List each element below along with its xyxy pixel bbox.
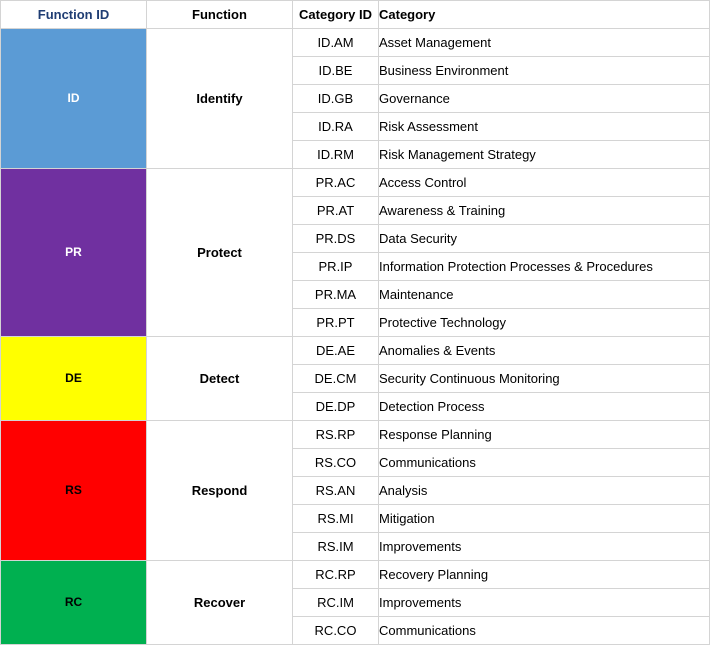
function-name-cell: Detect bbox=[146, 336, 293, 421]
category-name-cell: Protective Technology bbox=[378, 308, 710, 337]
category-name-cell: Data Security bbox=[378, 224, 710, 253]
category-name-cell: Response Planning bbox=[378, 420, 710, 449]
category-id-cell: ID.RM bbox=[292, 140, 379, 169]
category-name-cell: Improvements bbox=[378, 588, 710, 617]
category-name-cell: Mitigation bbox=[378, 504, 710, 533]
table-row: ID.GB Governance bbox=[1, 84, 710, 113]
category-id-cell: PR.DS bbox=[292, 224, 379, 253]
table-row: RS Respond RS.RP Response Planning bbox=[0, 420, 710, 561]
category-name-cell: Risk Management Strategy bbox=[378, 140, 710, 169]
category-id-cell: PR.MA bbox=[292, 280, 379, 309]
table-row: RS.IM Improvements bbox=[1, 532, 710, 561]
header-function-id: Function ID bbox=[0, 0, 147, 29]
category-name-cell: Information Protection Processes & Proce… bbox=[378, 252, 710, 281]
category-name-cell: Asset Management bbox=[378, 28, 710, 57]
table-row: RS.MI Mitigation bbox=[1, 504, 710, 533]
category-id-cell: DE.DP bbox=[292, 392, 379, 421]
category-id-cell: RS.AN bbox=[292, 476, 379, 505]
function-id-cell: PR bbox=[0, 168, 147, 337]
category-name-cell: Analysis bbox=[378, 476, 710, 505]
table-row: RS.AN Analysis bbox=[1, 476, 710, 505]
category-name-cell: Maintenance bbox=[378, 280, 710, 309]
category-id-cell: PR.PT bbox=[292, 308, 379, 337]
category-name-cell: Detection Process bbox=[378, 392, 710, 421]
category-name-cell: Security Continuous Monitoring bbox=[378, 364, 710, 393]
function-id-cell: ID bbox=[0, 28, 147, 169]
category-id-cell: RC.RP bbox=[292, 560, 379, 589]
category-name-cell: Awareness & Training bbox=[378, 196, 710, 225]
category-id-cell: DE.AE bbox=[292, 336, 379, 365]
table-body: ID Identify ID.AM Asset Management ID.BE Busi… bbox=[0, 28, 710, 645]
category-id-cell: PR.AT bbox=[292, 196, 379, 225]
function-name-cell: Respond bbox=[146, 420, 293, 561]
table-row: DE.CM Security Continuous Monitoring bbox=[1, 364, 710, 393]
category-name-cell: Business Environment bbox=[378, 56, 710, 85]
category-id-cell: PR.IP bbox=[292, 252, 379, 281]
category-id-cell: RC.IM bbox=[292, 588, 379, 617]
category-id-cell: RS.MI bbox=[292, 504, 379, 533]
category-id-cell: RS.RP bbox=[292, 420, 379, 449]
category-name-cell: Recovery Planning bbox=[378, 560, 710, 589]
category-id-cell: ID.GB bbox=[292, 84, 379, 113]
function-id-cell: DE bbox=[0, 336, 147, 421]
category-id-cell: ID.RA bbox=[292, 112, 379, 141]
category-id-cell: RC.CO bbox=[292, 616, 379, 645]
category-name-cell: Improvements bbox=[378, 532, 710, 561]
category-name-cell: Communications bbox=[378, 616, 710, 645]
table-row: PR.MA Maintenance bbox=[1, 280, 710, 309]
category-id-cell: ID.AM bbox=[292, 28, 379, 57]
category-name-cell: Governance bbox=[378, 84, 710, 113]
category-name-cell: Access Control bbox=[378, 168, 710, 197]
header-function: Function bbox=[146, 0, 293, 29]
table-row: DE Detect DE.AE Anomalies & Events bbox=[0, 336, 710, 421]
function-name-cell: Recover bbox=[146, 560, 293, 645]
table-row: PR Protect PR.AC Access Control bbox=[0, 168, 710, 337]
category-name-cell: Risk Assessment bbox=[378, 112, 710, 141]
table-row: RC.CO Communications bbox=[1, 616, 710, 645]
table-row: RC Recover RC.RP Recovery Planning bbox=[0, 560, 710, 645]
category-name-cell: Communications bbox=[378, 448, 710, 477]
category-id-cell: RS.IM bbox=[292, 532, 379, 561]
function-name-cell: Identify bbox=[146, 28, 293, 169]
function-id-cell: RC bbox=[0, 560, 147, 645]
header-category-id: Category ID bbox=[292, 0, 379, 29]
category-name-cell: Anomalies & Events bbox=[378, 336, 710, 365]
table-row: ID.BE Business Environment bbox=[1, 56, 710, 85]
table-row: PR.AT Awareness & Training bbox=[1, 196, 710, 225]
table-row: ID.RM Risk Management Strategy bbox=[1, 140, 710, 169]
table-row: ID Identify ID.AM Asset Management bbox=[0, 28, 710, 169]
category-id-cell: DE.CM bbox=[292, 364, 379, 393]
header-category: Category bbox=[378, 0, 710, 29]
function-name-cell: Protect bbox=[146, 168, 293, 337]
category-id-cell: RS.CO bbox=[292, 448, 379, 477]
table-row: RC.IM Improvements bbox=[1, 588, 710, 617]
table-row: RS.CO Communications bbox=[1, 448, 710, 477]
table-row: PR.DS Data Security bbox=[1, 224, 710, 253]
category-id-cell: PR.AC bbox=[292, 168, 379, 197]
table-row: ID.RA Risk Assessment bbox=[1, 112, 710, 141]
category-id-cell: ID.BE bbox=[292, 56, 379, 85]
header-row: Function ID Function Category ID Categor… bbox=[0, 0, 710, 29]
table-row: PR.IP Information Protection Processes & … bbox=[1, 252, 710, 281]
function-id-cell: RS bbox=[0, 420, 147, 561]
